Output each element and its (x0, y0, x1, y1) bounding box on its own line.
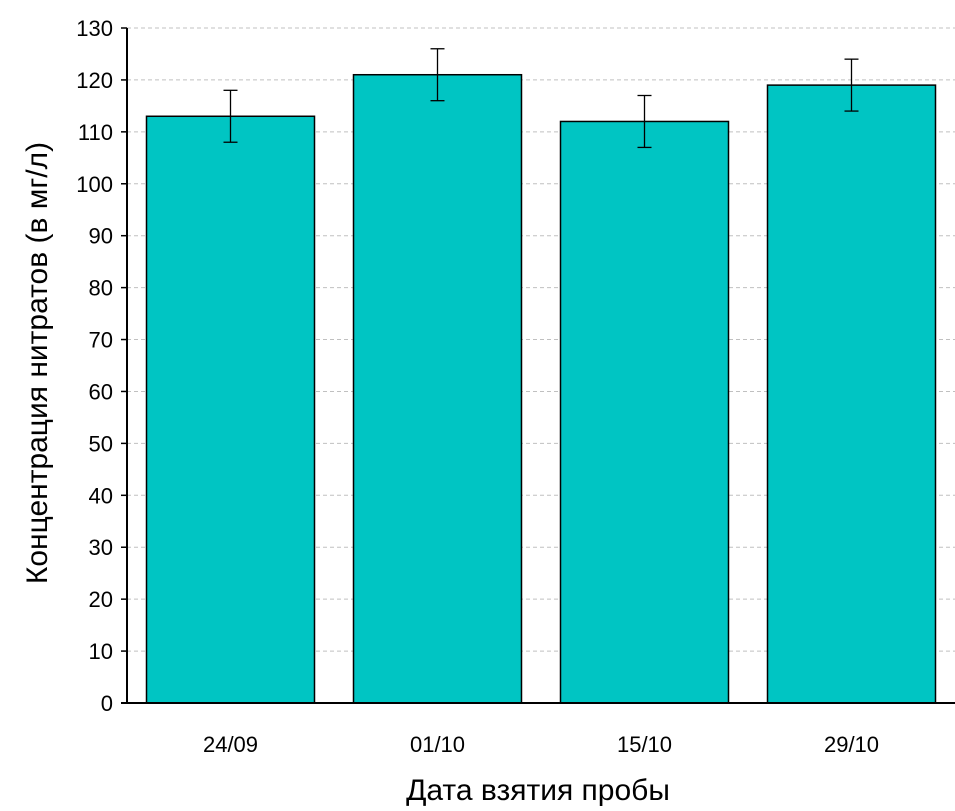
axes (121, 27, 955, 704)
y-tick-labels: 0 10 20 30 40 50 60 70 80 90 100 110 120 130 (76, 16, 113, 716)
bar-24-09 (145, 115, 316, 704)
error-bars (223, 48, 859, 149)
y-tick-label: 130 (76, 16, 113, 41)
y-tick-label: 0 (101, 691, 113, 716)
bar-15-10 (559, 120, 730, 704)
x-tick-label: 01/10 (410, 732, 465, 757)
x-tick-label: 15/10 (617, 732, 672, 757)
y-tick-label: 120 (76, 68, 113, 93)
y-tick-label: 70 (89, 328, 113, 353)
bar-29-10 (766, 84, 937, 704)
y-tick-label: 60 (89, 379, 113, 404)
y-tick-label: 10 (89, 639, 113, 664)
x-tick-label: 29/10 (824, 732, 879, 757)
y-tick-label: 40 (89, 483, 113, 508)
y-tick-label: 110 (78, 120, 113, 145)
y-tick-label: 30 (89, 535, 113, 560)
x-axis-title: Дата взятия пробы (406, 774, 670, 807)
y-axis-title: Концентрация нитратов (в мг/л) (21, 142, 54, 584)
y-tick-label: 90 (89, 224, 113, 249)
bars (145, 73, 937, 704)
y-tick-label: 50 (89, 431, 113, 456)
y-tick-label: 80 (89, 276, 113, 301)
x-tick-labels: 24/09 01/10 15/10 29/10 (203, 732, 879, 757)
y-tick-label: 100 (76, 172, 113, 197)
bar-01-10 (352, 73, 523, 704)
y-tick-label: 20 (89, 587, 113, 612)
x-tick-label: 24/09 (203, 732, 258, 757)
